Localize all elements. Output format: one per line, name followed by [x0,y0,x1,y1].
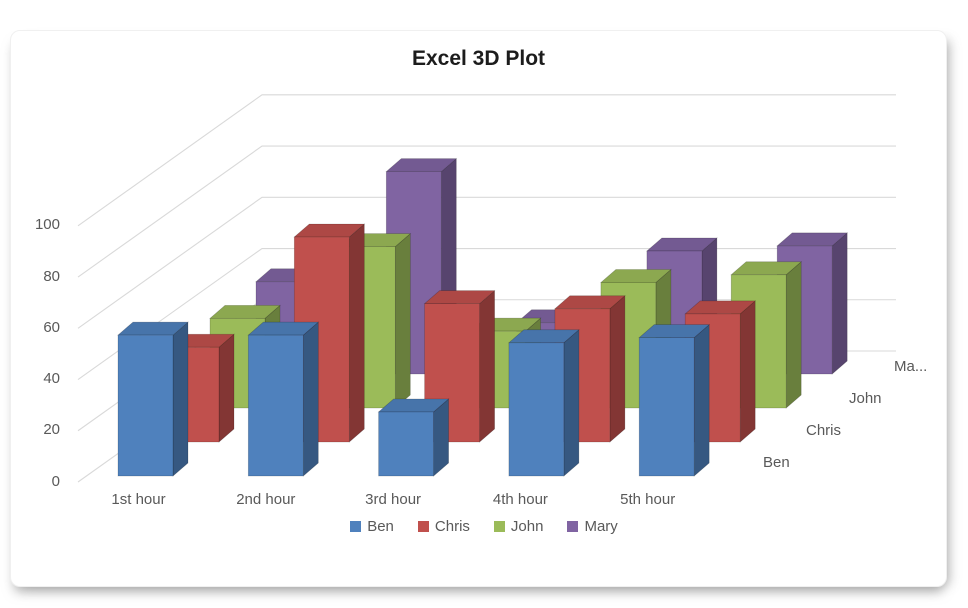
bar-ben-3 [377,398,450,477]
bar-front-face [117,334,174,477]
bar-side-face [693,323,710,477]
legend-swatch [350,521,362,532]
bar-side-face [785,261,802,409]
legend-label: John [510,518,544,535]
legend-item-ben: Ben [350,518,394,535]
gridline [77,196,896,329]
bar-side-face [563,329,580,477]
bar-side-face [302,321,319,477]
legend-item-chris: Chris [417,518,470,535]
bar-side-face [433,398,449,477]
chart-title: Excel 3D Plot [411,47,546,70]
bar-ben-4 [507,329,580,477]
legend-swatch [493,521,505,532]
gridline [77,94,896,227]
bar-front-face [247,334,304,477]
bar-ben-1 [117,321,189,477]
bar-side-face [609,295,626,443]
legend: Ben Chris John Mary [0,518,968,535]
bar-side-face [394,232,411,409]
bar-side-face [348,223,365,443]
bar-side-face [218,333,235,443]
legend-item-mary: Mary [567,518,618,535]
bar-side-face [739,300,756,443]
bar-chris-2 [293,223,366,443]
legend-label: Ben [367,518,394,535]
gridline [77,145,896,278]
bar-front-face [378,411,434,477]
bar-chris-3 [423,289,496,443]
bar-side-face [831,232,848,375]
bar-side-face [172,321,189,477]
legend-item-john: John [493,518,544,535]
legend-swatch [567,521,579,532]
bar-front-face [508,342,565,477]
bar-front-face [638,337,695,477]
bar-ben-2 [247,321,320,477]
legend-swatch [417,521,429,532]
legend-label: Chris [434,518,470,535]
bar-john-5 [730,261,803,409]
bar-side-face [479,289,495,443]
bar-ben-5 [638,323,711,477]
legend-label: Mary [584,518,618,535]
